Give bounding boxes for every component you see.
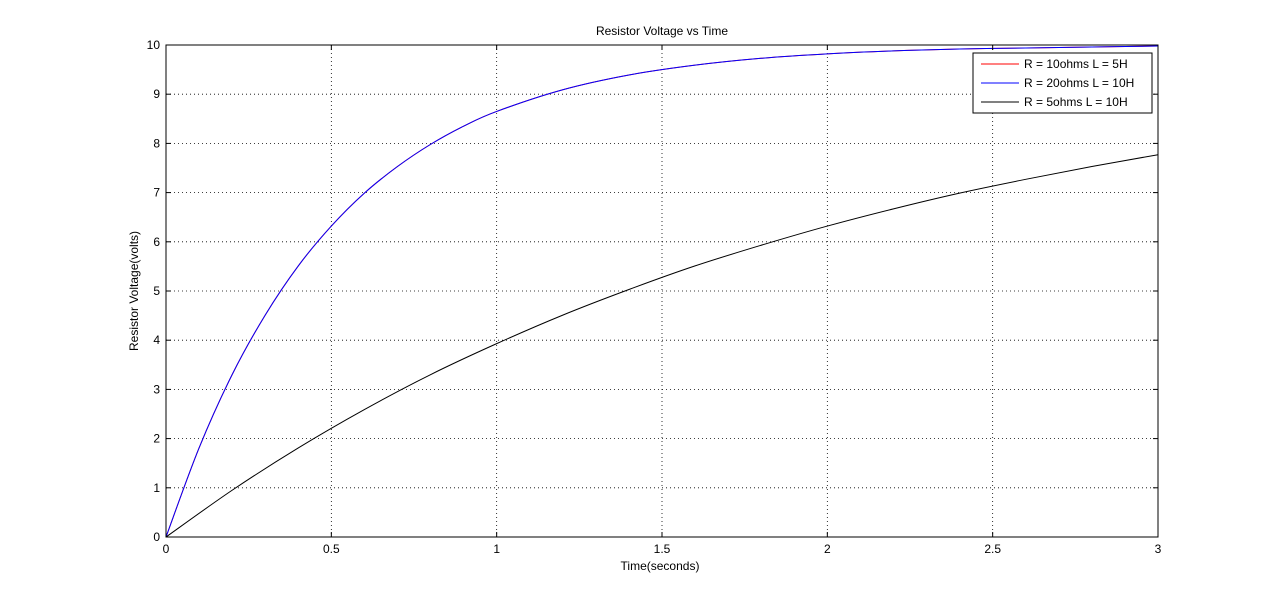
legend-items: R = 10ohms L = 5H R = 20ohms L = 10H R = 5… xyxy=(981,57,1134,109)
legend-label: R = 20ohms L = 10H xyxy=(1024,76,1134,90)
y-tick-label: 5 xyxy=(153,284,160,298)
legend-label: R = 5ohms L = 10H xyxy=(1024,95,1128,109)
y-tick-label: 10 xyxy=(147,38,161,52)
y-tick-labels: 0 1 2 3 4 5 6 7 8 9 10 xyxy=(147,38,161,544)
x-axis-label: Time(seconds) xyxy=(621,559,700,573)
legend-label: R = 10ohms L = 5H xyxy=(1024,57,1128,71)
x-tick-label: 0 xyxy=(163,542,170,556)
x-tick-label: 2 xyxy=(824,542,831,556)
series-lines xyxy=(165,45,1159,538)
grid xyxy=(166,45,1158,537)
tick-marks xyxy=(165,44,1159,538)
y-tick-label: 9 xyxy=(153,87,160,101)
chart-title: Resistor Voltage vs Time xyxy=(596,24,728,38)
x-tick-label: 3 xyxy=(1155,542,1162,556)
y-axis-label: Resistor Voltage(volts) xyxy=(127,231,141,351)
y-tick-label: 1 xyxy=(153,481,160,495)
y-tick-label: 7 xyxy=(153,186,160,200)
y-tick-label: 2 xyxy=(153,432,160,446)
series-line xyxy=(165,45,1159,538)
x-tick-labels: 0 0.5 1 1.5 2 2.5 3 xyxy=(163,542,1162,556)
y-tick-label: 6 xyxy=(153,235,160,249)
x-tick-label: 2.5 xyxy=(984,542,1001,556)
y-tick-label: 8 xyxy=(153,136,160,150)
series-line xyxy=(165,45,1159,538)
x-tick-label: 0.5 xyxy=(323,542,340,556)
y-tick-label: 0 xyxy=(153,530,160,544)
x-tick-label: 1 xyxy=(493,542,500,556)
y-tick-label: 4 xyxy=(153,333,160,347)
y-tick-label: 3 xyxy=(153,382,160,396)
legend: R = 10ohms L = 5H R = 20ohms L = 10H R = 5… xyxy=(972,52,1153,114)
x-tick-label: 1.5 xyxy=(654,542,671,556)
series-line xyxy=(165,154,1159,538)
